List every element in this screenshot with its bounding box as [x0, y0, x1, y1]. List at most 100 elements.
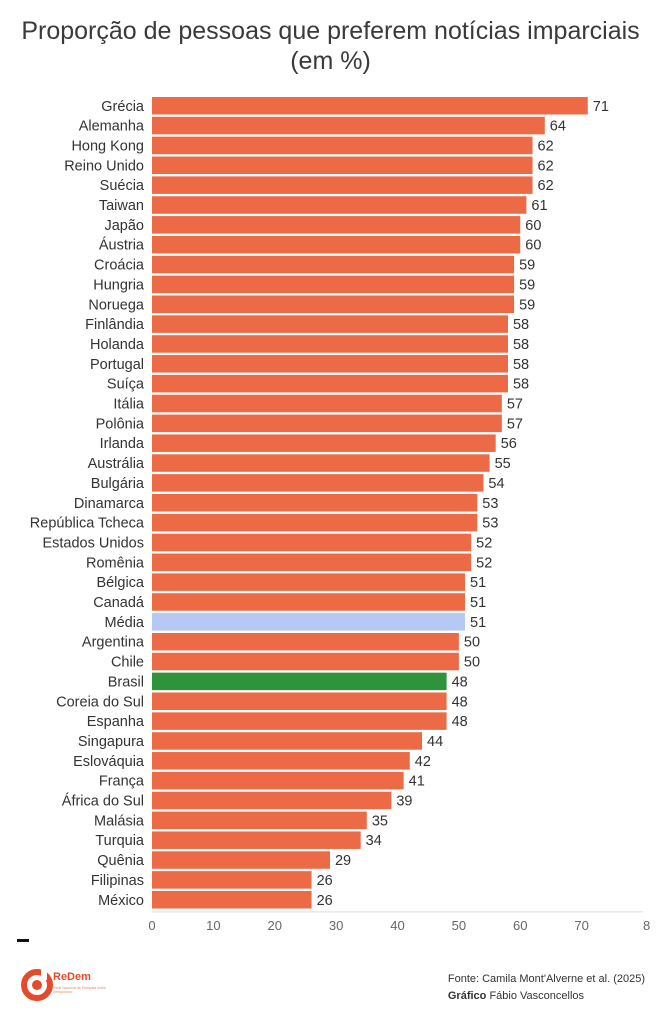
- category-label-alemanha: Alemanha: [79, 119, 145, 135]
- bar-portugal: [152, 355, 508, 373]
- credit-label: Gráfico: [447, 990, 487, 1002]
- footer-dash: [17, 939, 29, 942]
- bar-singapura: [152, 732, 423, 750]
- value-label-filipinas: 26: [317, 873, 333, 889]
- category-label-africa-do-sul: África do Sul: [62, 793, 144, 810]
- category-label-turquia: Turquia: [95, 833, 145, 849]
- category-label-italia: Itália: [113, 397, 145, 413]
- category-label-estados-unidos: Estados Unidos: [42, 535, 144, 551]
- bar-chart: Grécia 71 Alemanha 64 Hong Kong 62 Reino Unido…: [30, 97, 650, 933]
- value-label-eslovaquia: 42: [415, 754, 431, 770]
- bar-finlandia: [152, 315, 508, 333]
- bar-espanha: [152, 712, 447, 730]
- source-note: Fonte: Camila Mont'Alverne et al. (2025)…: [448, 971, 645, 1005]
- category-label-austria: Áustria: [99, 237, 145, 254]
- bar-romenia: [152, 553, 472, 572]
- value-label-argentina: 50: [464, 635, 480, 651]
- value-label-portugal: 58: [513, 357, 529, 373]
- value-label-holanda: 58: [513, 337, 529, 353]
- bar-suecia: [152, 176, 533, 194]
- value-label-hungria: 59: [519, 277, 535, 293]
- bar-holanda: [152, 335, 508, 353]
- category-label-republica-tcheca: República Tcheca: [30, 516, 145, 532]
- value-label-taiwan: 61: [531, 198, 547, 214]
- value-label-italia: 57: [507, 397, 523, 413]
- category-label-holanda: Holanda: [90, 337, 145, 353]
- value-label-australia: 55: [495, 456, 511, 472]
- category-label-eslovaquia: Eslováquia: [73, 754, 145, 770]
- x-tick-label: 40: [390, 918, 404, 933]
- category-label-irlanda: Irlanda: [100, 436, 145, 452]
- category-label-coreia-do-sul: Coreia do Sul: [56, 694, 144, 710]
- category-label-finlandia: Finlândia: [85, 317, 145, 333]
- value-label-austria: 60: [525, 238, 541, 254]
- x-tick-label: 30: [329, 918, 343, 933]
- labels-layer: Grécia 71 Alemanha 64 Hong Kong 62 Reino Unido…: [30, 99, 609, 909]
- category-label-suica: Suíça: [107, 377, 145, 393]
- credit-name: Fábio Vasconcellos: [489, 990, 585, 1002]
- bar-eslovaquia: [152, 752, 410, 770]
- category-label-brasil: Brasil: [108, 674, 144, 690]
- value-label-croacia: 59: [519, 258, 535, 274]
- category-label-franca: França: [99, 774, 145, 790]
- bar-canada: [152, 593, 466, 611]
- category-label-hungria: Hungria: [93, 277, 145, 293]
- bar-austria: [152, 235, 521, 254]
- value-label-bulgaria: 54: [488, 476, 504, 492]
- chart-title: Proporção de pessoas que preferem notíci…: [21, 17, 640, 75]
- category-label-dinamarca: Dinamarca: [74, 496, 145, 512]
- category-label-grecia: Grécia: [101, 99, 145, 115]
- category-label-filipinas: Filipinas: [91, 873, 144, 889]
- bar-brasil: [152, 672, 447, 691]
- logo-text: ReDem: [53, 971, 91, 983]
- bar-japao: [152, 216, 521, 234]
- category-label-media: Média: [105, 615, 145, 631]
- redem-logo-icon: [21, 968, 53, 1001]
- category-label-espanha: Espanha: [87, 714, 145, 730]
- category-label-singapura: Singapura: [78, 734, 145, 750]
- value-label-espanha: 48: [452, 714, 468, 730]
- category-label-canada: Canadá: [93, 595, 145, 611]
- bar-alemanha: [152, 116, 545, 135]
- value-label-estados-unidos: 52: [476, 535, 492, 551]
- category-label-croacia: Croácia: [94, 258, 145, 274]
- category-label-reino-unido: Reino Unido: [64, 158, 144, 174]
- value-label-republica-tcheca: 53: [482, 516, 498, 532]
- credit-line: Gráfico Fábio Vasconcellos: [448, 988, 645, 1005]
- bar-irlanda: [152, 434, 496, 452]
- x-tick-label: 20: [268, 918, 282, 933]
- value-label-africa-do-sul: 39: [396, 794, 412, 810]
- value-label-singapura: 44: [427, 734, 443, 750]
- bar-australia: [152, 454, 490, 472]
- bar-argentina: [152, 632, 459, 651]
- value-label-dinamarca: 53: [482, 496, 498, 512]
- value-label-finlandia: 58: [513, 317, 529, 333]
- value-label-canada: 51: [470, 595, 486, 611]
- value-label-brasil: 48: [452, 674, 468, 690]
- value-label-japao: 60: [525, 218, 541, 234]
- bar-republica-tcheca: [152, 513, 478, 532]
- category-label-polonia: Polônia: [96, 416, 145, 432]
- value-label-belgica: 51: [470, 575, 486, 591]
- category-label-japao: Japão: [104, 218, 144, 234]
- value-label-media: 51: [470, 615, 486, 631]
- x-tick-label: 8: [643, 918, 650, 933]
- bar-franca: [152, 771, 404, 790]
- value-label-polonia: 57: [507, 416, 523, 432]
- x-tick-label: 60: [513, 918, 527, 933]
- value-label-irlanda: 56: [501, 436, 517, 452]
- category-label-noruega: Noruega: [88, 297, 145, 313]
- category-label-suecia: Suécia: [100, 178, 145, 194]
- category-label-australia: Austrália: [88, 456, 145, 472]
- value-label-coreia-do-sul: 48: [452, 694, 468, 710]
- x-tick-label: 70: [574, 918, 588, 933]
- bar-quenia: [152, 851, 330, 869]
- category-label-hong-kong: Hong Kong: [71, 138, 144, 154]
- logo-subtitle: Rede Nacional de Pesquisa sobre Democrac…: [53, 986, 106, 994]
- category-label-portugal: Portugal: [90, 357, 144, 373]
- bar-filipinas: [152, 871, 312, 889]
- category-label-belgica: Bélgica: [96, 575, 144, 591]
- bar-estados-unidos: [152, 533, 472, 552]
- category-label-argentina: Argentina: [82, 635, 145, 651]
- value-label-alemanha: 64: [550, 119, 566, 135]
